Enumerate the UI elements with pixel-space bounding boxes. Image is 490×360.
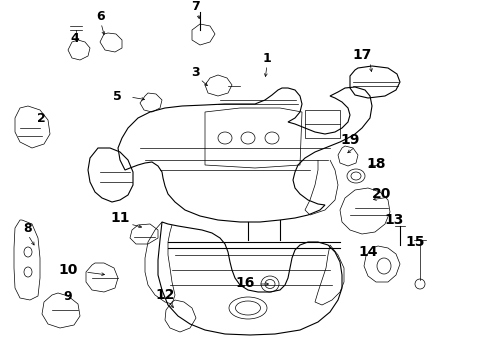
Text: 12: 12: [155, 288, 175, 302]
Text: 9: 9: [64, 289, 73, 302]
Text: 14: 14: [358, 245, 378, 259]
Text: 11: 11: [110, 211, 130, 225]
Text: 2: 2: [37, 112, 46, 125]
Text: 5: 5: [113, 90, 122, 103]
Text: 18: 18: [366, 157, 386, 171]
Text: 20: 20: [372, 187, 392, 201]
Text: 17: 17: [352, 48, 372, 62]
Text: 1: 1: [263, 51, 271, 64]
Text: 8: 8: [24, 221, 32, 234]
Text: 4: 4: [71, 31, 79, 45]
Text: 6: 6: [97, 9, 105, 22]
Text: 3: 3: [191, 66, 199, 78]
Text: 13: 13: [384, 213, 404, 227]
Text: 10: 10: [58, 263, 78, 277]
Text: 19: 19: [341, 133, 360, 147]
Text: 16: 16: [235, 276, 255, 290]
Text: 15: 15: [405, 235, 425, 249]
Text: 7: 7: [191, 0, 199, 13]
Bar: [305, 110, 340, 138]
